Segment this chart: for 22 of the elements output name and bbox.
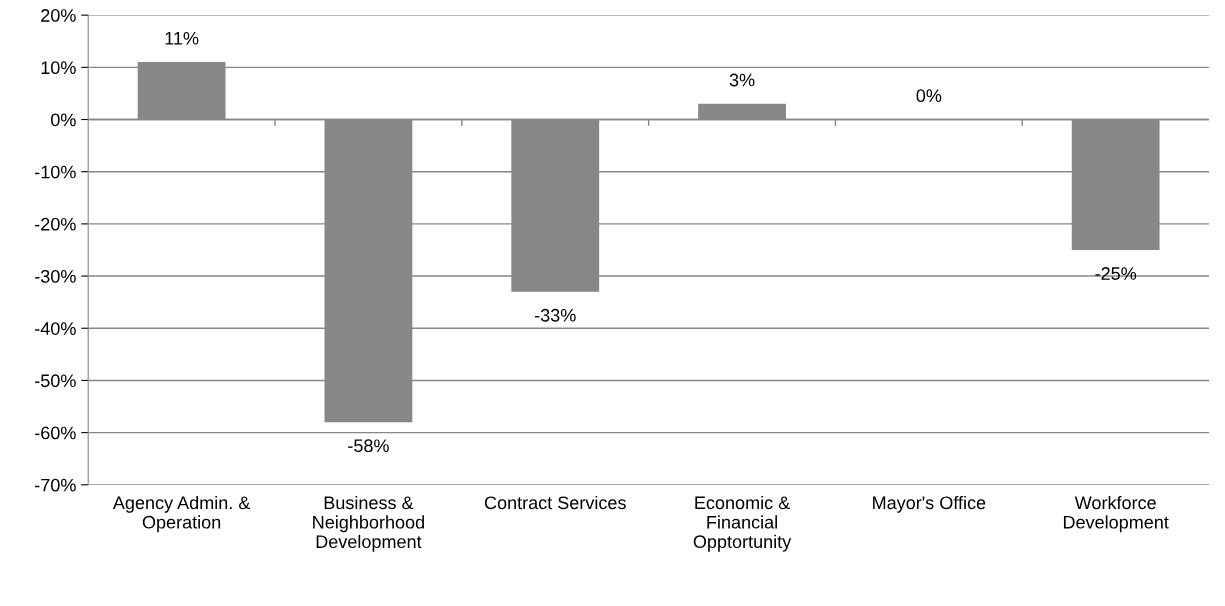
y-tick-label: -70%	[35, 478, 76, 492]
y-tick-label: -10%	[35, 165, 76, 179]
data-label: -58%	[348, 439, 389, 453]
y-tick-label: 10%	[41, 61, 76, 75]
x-tick-label: Agency Admin. & Operation	[112, 495, 251, 533]
x-tick-label: Business & Neighborhood Development	[313, 495, 424, 552]
x-tick-label: Workforce Development	[1063, 495, 1169, 533]
x-tick-label: Mayor's Office	[873, 495, 986, 513]
y-tick-label: -50%	[35, 374, 76, 388]
y-tick-label: -60%	[35, 426, 76, 440]
data-label: 3%	[729, 73, 755, 87]
data-label: 0%	[916, 89, 942, 103]
y-tick-label: -20%	[35, 217, 76, 231]
x-tick-label: Contract Services	[484, 495, 626, 510]
x-tick-label: Economic & Financial Opptortunity	[693, 495, 792, 552]
data-label: -33%	[534, 308, 576, 322]
data-label: 11%	[165, 31, 199, 45]
y-tick-label: -30%	[35, 270, 76, 283]
y-tick-label: 0%	[51, 113, 76, 127]
y-tick-label: 20%	[41, 9, 76, 22]
y-tick-label: -40%	[35, 322, 76, 335]
data-label: -25%	[1095, 267, 1137, 280]
